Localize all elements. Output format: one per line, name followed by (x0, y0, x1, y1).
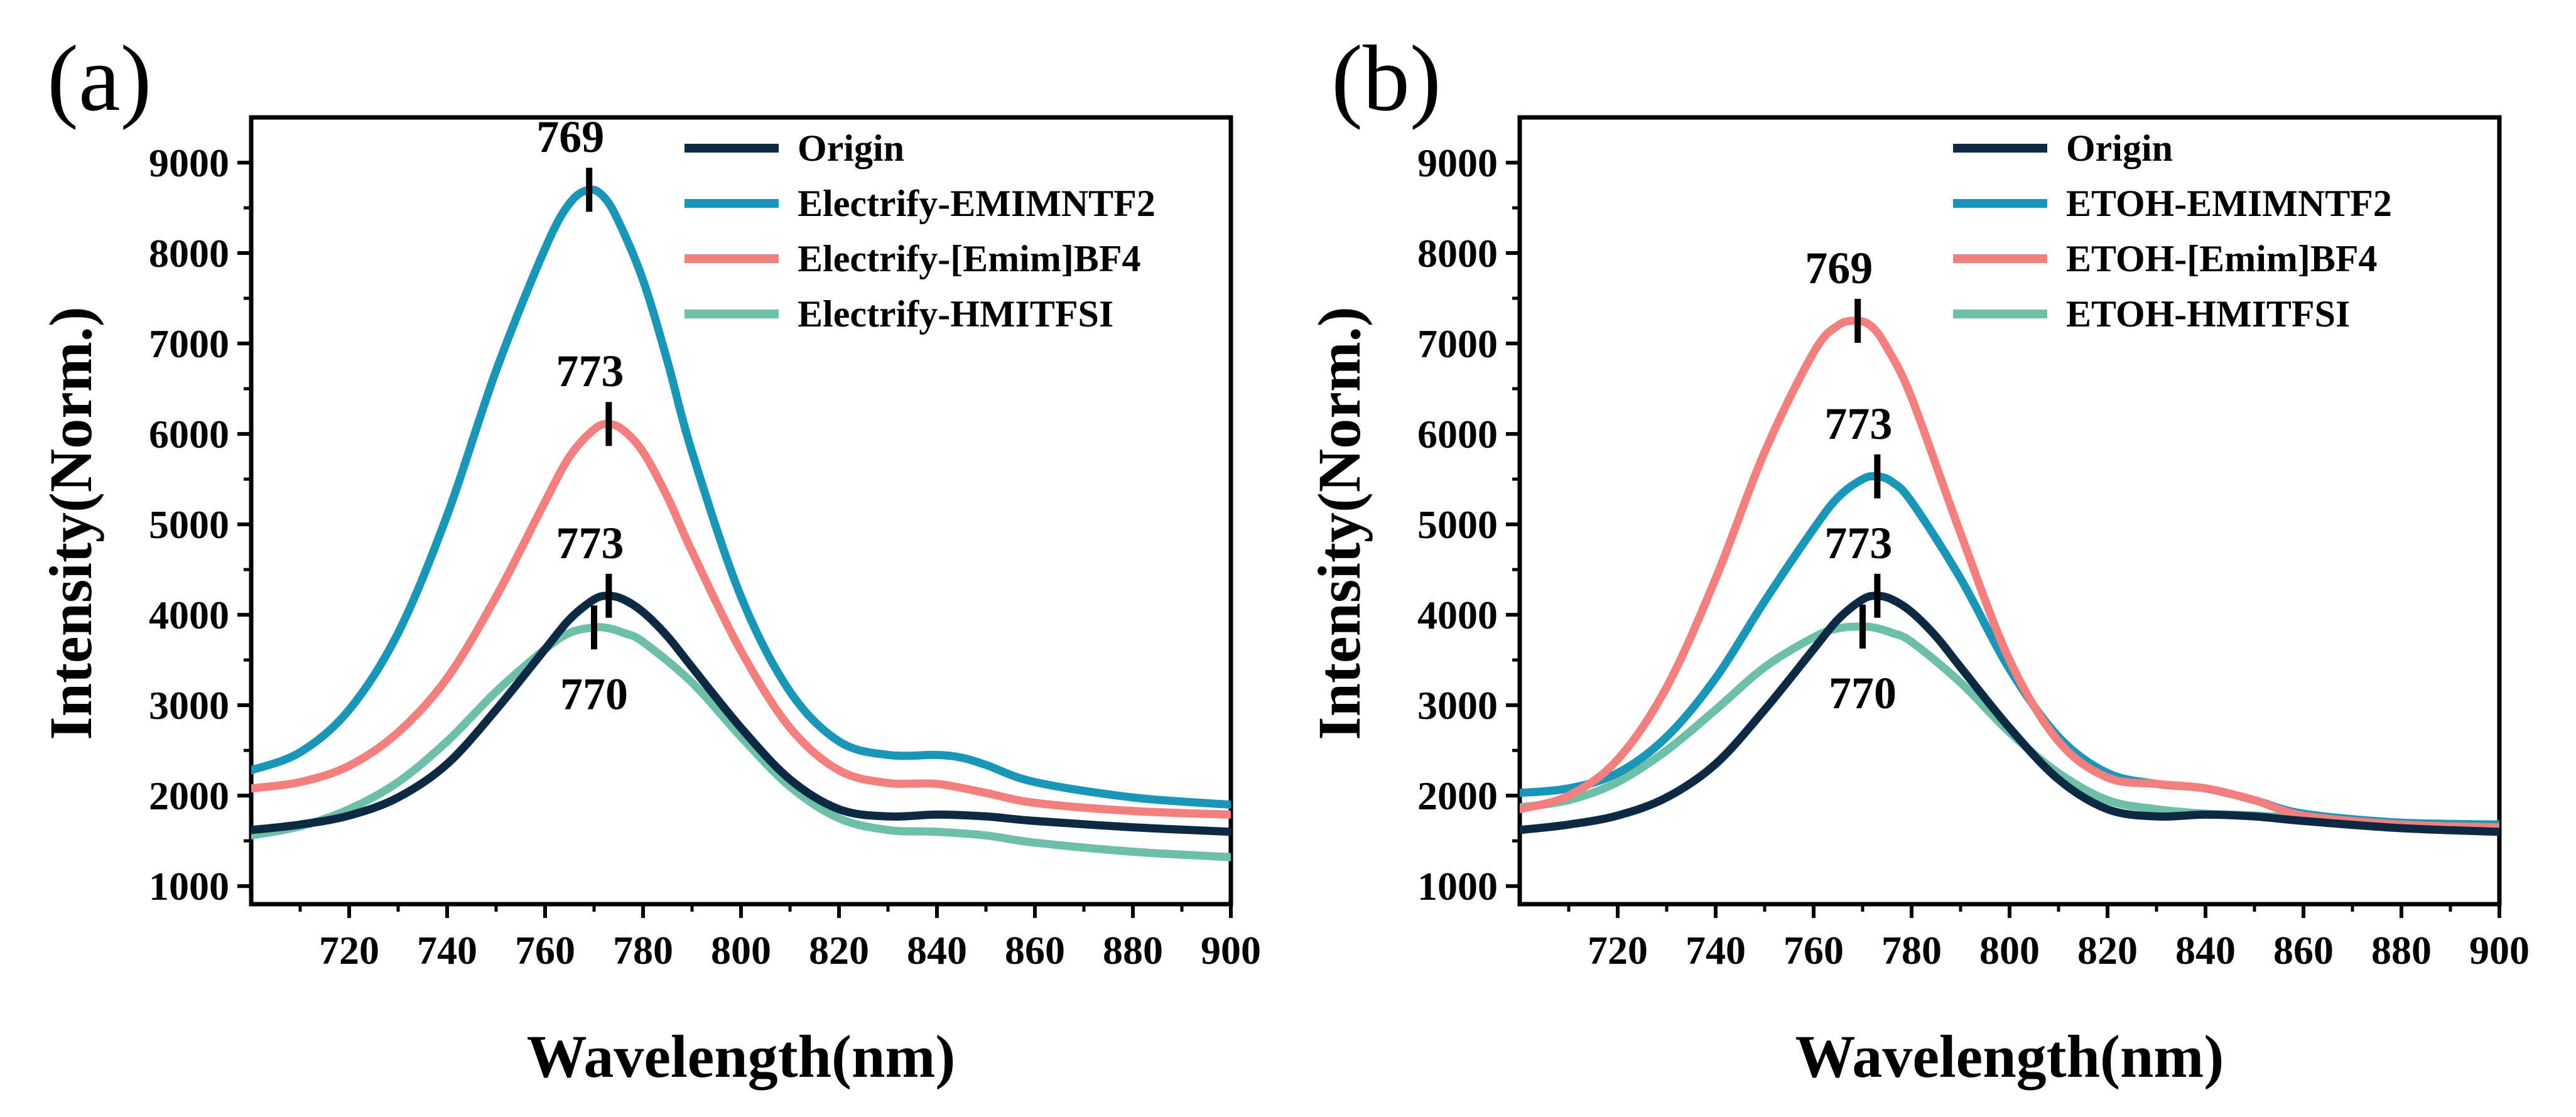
legend-label: Electrify-EMIMNTF2 (798, 183, 1155, 224)
x-tick-label: 880 (1103, 928, 1163, 973)
y-tick-label: 1000 (149, 864, 229, 909)
y-tick-label: 7000 (1417, 321, 1498, 366)
x-tick-label: 900 (1201, 928, 1261, 973)
y-tick-label: 9000 (1417, 141, 1498, 185)
panel-label: (a) (47, 26, 151, 131)
peak-label: 773 (1824, 399, 1892, 449)
peak-label: 773 (556, 518, 624, 568)
y-axis-title: Intensity(Norm.) (37, 306, 104, 740)
chart-panel-a: (a) 1000 2000 3000 4000 5000 6000 7000 8000 9000 7… (37, 26, 1261, 1090)
y-tick-label: 5000 (149, 502, 229, 547)
series-line-2 (251, 419, 1231, 819)
series-line-3 (251, 623, 1231, 861)
y-tick-label: 2000 (1417, 774, 1498, 818)
x-tick-label: 820 (809, 928, 869, 973)
y-tick-label: 4000 (1417, 593, 1498, 637)
x-tick-label: 800 (1979, 928, 2040, 973)
y-tick-label: 8000 (149, 231, 229, 276)
plot-frame (1517, 115, 2502, 907)
x-tick-label: 860 (1005, 928, 1065, 973)
y-axis-title: Intensity(Norm.) (1306, 306, 1373, 740)
y-tick-label: 2000 (149, 774, 229, 818)
y-tick-label: 3000 (149, 683, 229, 728)
x-tick-label: 820 (2077, 928, 2138, 973)
x-tick-label: 800 (711, 928, 771, 973)
panel-label: (b) (1331, 26, 1441, 131)
x-tick-label: 740 (417, 928, 477, 973)
y-tick-label: 9000 (149, 141, 229, 185)
legend-label: ETOH-HMITFSI (2066, 293, 2350, 335)
chart-panel-b: (b) 1000 2000 3000 4000 5000 6000 7000 8000 9000 7… (1306, 26, 2530, 1090)
x-axis-title: Wavelength(nm) (527, 1023, 956, 1090)
peak-label: 773 (556, 346, 624, 396)
legend-label: Origin (798, 127, 904, 169)
peak-label: 770 (1829, 668, 1897, 718)
y-tick-label: 4000 (149, 593, 229, 637)
x-tick-label: 900 (2469, 928, 2530, 973)
y-tick-label: 5000 (1417, 502, 1498, 547)
legend-label: Origin (2066, 127, 2173, 169)
x-tick-label: 720 (1588, 928, 1648, 973)
peak-label: 769 (1805, 243, 1873, 293)
series-line-0 (251, 591, 1231, 836)
legend-label: Electrify-HMITFSI (798, 293, 1113, 335)
x-tick-label: 780 (613, 928, 673, 973)
legend-label: ETOH-[Emim]BF4 (2066, 238, 2378, 279)
peak-label: 773 (1824, 518, 1892, 568)
x-tick-label: 880 (2371, 928, 2432, 973)
x-tick-label: 720 (319, 928, 379, 973)
x-tick-label: 840 (907, 928, 967, 973)
series-line-0 (1520, 591, 2499, 836)
x-axis-title: Wavelength(nm) (1795, 1023, 2224, 1090)
x-tick-label: 760 (1783, 928, 1844, 973)
legend-label: Electrify-[Emim]BF4 (798, 238, 1140, 279)
x-tick-label: 840 (2175, 928, 2236, 973)
series-line-1 (251, 185, 1231, 809)
legend-label: ETOH-EMIMNTF2 (2066, 183, 2392, 224)
x-tick-label: 740 (1686, 928, 1746, 973)
x-tick-label: 760 (515, 928, 575, 973)
series-line-2 (1520, 316, 2499, 832)
y-tick-label: 3000 (1417, 683, 1498, 728)
y-tick-label: 6000 (1417, 412, 1498, 456)
x-tick-label: 780 (1881, 928, 1942, 973)
series-lines (251, 185, 1231, 861)
series-lines (1520, 316, 2499, 836)
peak-label: 770 (560, 669, 628, 719)
x-tick-label: 860 (2273, 928, 2334, 973)
y-tick-label: 1000 (1417, 864, 1498, 909)
y-tick-label: 8000 (1417, 231, 1498, 276)
y-tick-label: 7000 (149, 321, 229, 366)
peak-label: 769 (536, 112, 604, 162)
y-tick-label: 6000 (149, 412, 229, 456)
